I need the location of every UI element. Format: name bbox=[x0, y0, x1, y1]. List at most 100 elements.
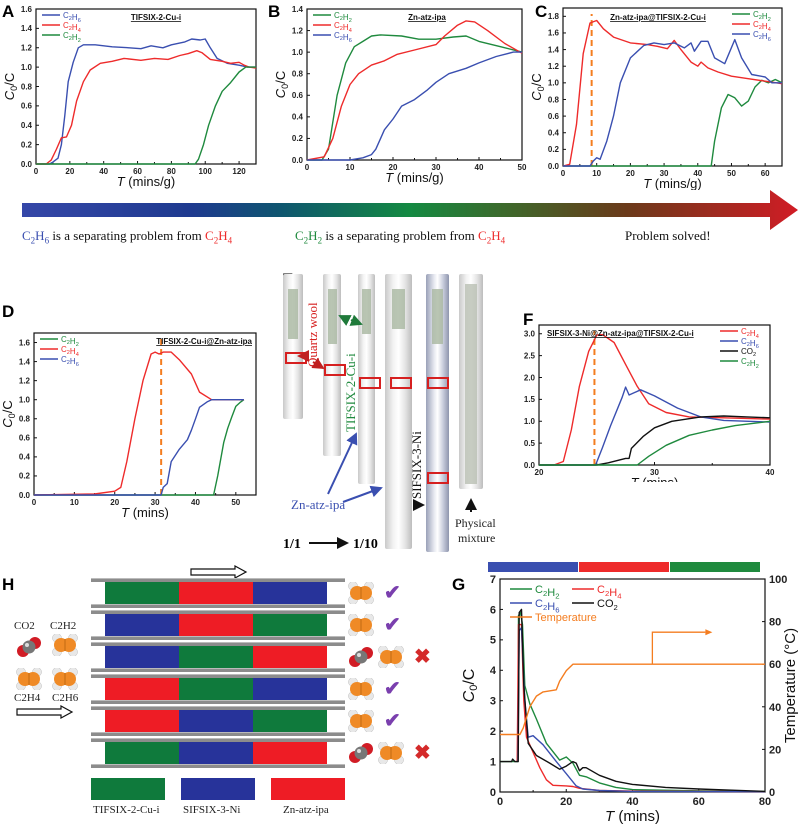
legend-item-c2h4: C2H4 bbox=[40, 345, 79, 358]
x-tick-label: 80 bbox=[759, 796, 771, 808]
svg-text:C2H4: C2H4 bbox=[61, 345, 79, 358]
legend-item-c2h2: C2H2 bbox=[313, 11, 352, 24]
x-tick-label: 0 bbox=[34, 167, 39, 176]
chart-a: 0 20 40 60 80 100 120 0.0 0.2 0.4 0.6 0.8 1.0 1.2 1.4 1… bbox=[2, 5, 257, 189]
plot-frame bbox=[562, 7, 783, 167]
y-tick-label: 3.0 bbox=[524, 330, 536, 339]
x-tick-label: 10 bbox=[592, 169, 601, 178]
x-tick-label: 10 bbox=[346, 163, 355, 172]
series-line-c2h6 bbox=[563, 38, 782, 167]
check-icon: ✔ bbox=[384, 678, 401, 700]
x-tick-label: 30 bbox=[432, 163, 441, 172]
y-tick-label: 0.4 bbox=[292, 113, 304, 122]
y-axis-label: C0/C bbox=[520, 381, 522, 408]
bed-segment-tifsix bbox=[253, 710, 327, 732]
cross-icon: ✖ bbox=[414, 742, 431, 764]
plot-frame bbox=[499, 578, 766, 793]
svg-text:C2H2: C2H2 bbox=[535, 584, 559, 601]
column-config-row: ✖ bbox=[0, 642, 460, 674]
column-config-row: ✔ bbox=[0, 706, 460, 738]
panel-letter-b: B bbox=[268, 2, 281, 21]
y-tick-label: 0.0 bbox=[292, 156, 304, 165]
series-line-c2h4 bbox=[306, 20, 523, 161]
svg-text:C2H6: C2H6 bbox=[741, 337, 759, 350]
svg-text:Temperature: Temperature bbox=[535, 612, 597, 624]
panel-letter-f: F bbox=[523, 310, 534, 329]
y2-axis-label: Temperature (°C) bbox=[782, 628, 799, 743]
legend-item-c2h4: C2H4 bbox=[42, 21, 81, 34]
bed-segment-tifsix bbox=[105, 742, 179, 764]
y-tick-label: 0.0 bbox=[524, 461, 536, 470]
x-tick-label: 0 bbox=[305, 163, 310, 172]
y-axis-label: C0/C bbox=[461, 669, 480, 703]
flow-arrow-top bbox=[190, 565, 248, 579]
panel-e-arrows bbox=[297, 314, 477, 549]
series-line-co2 bbox=[500, 608, 766, 793]
svg-text:C2H4: C2H4 bbox=[334, 21, 352, 34]
column-wall bbox=[91, 610, 345, 614]
quartz-wool-marker bbox=[390, 377, 412, 389]
y-tick-label: 1 bbox=[490, 756, 496, 768]
svg-text:CO2: CO2 bbox=[597, 598, 618, 612]
caption-fragment: Problem solved! bbox=[625, 228, 711, 243]
svg-text:C2H6: C2H6 bbox=[63, 11, 81, 24]
y-tick-label: 0.0 bbox=[19, 491, 31, 500]
legend-item-c2h2: C2H2 bbox=[510, 584, 559, 601]
tube-1 bbox=[283, 274, 303, 419]
bed-segment-tifsix bbox=[253, 614, 327, 636]
svg-text:C2H2: C2H2 bbox=[334, 11, 352, 24]
legend-label-znatz: Zn-atz-ipa bbox=[283, 804, 329, 816]
series-line-c2h4 bbox=[33, 351, 244, 496]
legend-item-c2h2: C2H2 bbox=[40, 335, 79, 348]
check-icon: ✔ bbox=[384, 582, 401, 604]
y-tick-label: 0.6 bbox=[19, 434, 31, 443]
x-axis-label: T (mins/g) bbox=[643, 176, 702, 190]
y-tick-label: 0.8 bbox=[19, 415, 31, 424]
quartz-wool-marker bbox=[359, 377, 381, 389]
bed-segment-tifsix bbox=[179, 678, 253, 700]
chart-c: 0 10 20 30 40 50 60 0.0 0.2 0.4 0.6 0.8 1.0 1.2 1.4 1.6… bbox=[530, 7, 783, 190]
caption-fragment: 2 bbox=[30, 235, 36, 246]
bed-segment-sifsix bbox=[105, 646, 179, 668]
legend-label-tifsix: TIFSIX-2-Cu-i bbox=[93, 804, 160, 816]
c2h2-molecule-icon bbox=[52, 633, 78, 661]
legend-item-co2: CO2 bbox=[720, 347, 756, 358]
column-wall bbox=[91, 578, 345, 582]
arrow-znatz-1 bbox=[327, 432, 358, 495]
quartz-wool-marker bbox=[427, 472, 449, 484]
legend-item-c2h6: C2H6 bbox=[510, 598, 559, 615]
caption-fragment: 2 bbox=[486, 235, 492, 246]
bed-segment-znatz bbox=[105, 678, 179, 700]
caption-problem-solved: Problem solved! bbox=[625, 228, 711, 244]
column-config-row: ✔ bbox=[0, 610, 460, 642]
y-tick-label: 0.2 bbox=[292, 134, 304, 143]
chart-title: Zn-atz-ipa@TIFSIX-2-Cu-i bbox=[610, 13, 706, 22]
co2-molecule-icon bbox=[348, 646, 374, 673]
tube-3 bbox=[358, 274, 375, 484]
column-wall bbox=[91, 668, 345, 672]
y-tick-label: 1.8 bbox=[548, 12, 560, 21]
y-tick-label: 0.6 bbox=[292, 91, 304, 100]
x-tick-label: 40 bbox=[766, 468, 775, 477]
arrow-head-icon bbox=[705, 629, 713, 636]
y-tick-label: 0.0 bbox=[21, 160, 33, 169]
legend-item-c2h6: C2H6 bbox=[313, 31, 352, 44]
series-line-c2h4 bbox=[36, 50, 257, 165]
quartz-wool-marker bbox=[324, 364, 346, 376]
caption-fragment: H bbox=[491, 228, 501, 243]
x-tick-label: 10 bbox=[70, 498, 79, 507]
co2-molecule-icon bbox=[348, 742, 374, 769]
column-wall bbox=[91, 674, 345, 678]
c2h4-molecule-icon bbox=[16, 667, 42, 695]
caption-fragment: 4 bbox=[500, 235, 506, 246]
column-config-row: ✔ bbox=[0, 674, 460, 706]
legend-label-sifsix: SIFSIX-3-Ni bbox=[183, 804, 241, 816]
caption-fragment: 2 bbox=[303, 235, 309, 246]
panel-letter-g: G bbox=[452, 575, 466, 594]
y-tick-label: 0.2 bbox=[548, 145, 560, 154]
caption-fragment: 2 bbox=[317, 235, 323, 246]
panel-letter-h: H bbox=[2, 575, 15, 594]
column-wall bbox=[91, 732, 345, 736]
legend-item-c2h6: C2H6 bbox=[732, 30, 771, 43]
legend-item-c2h2: C2H2 bbox=[732, 10, 771, 23]
